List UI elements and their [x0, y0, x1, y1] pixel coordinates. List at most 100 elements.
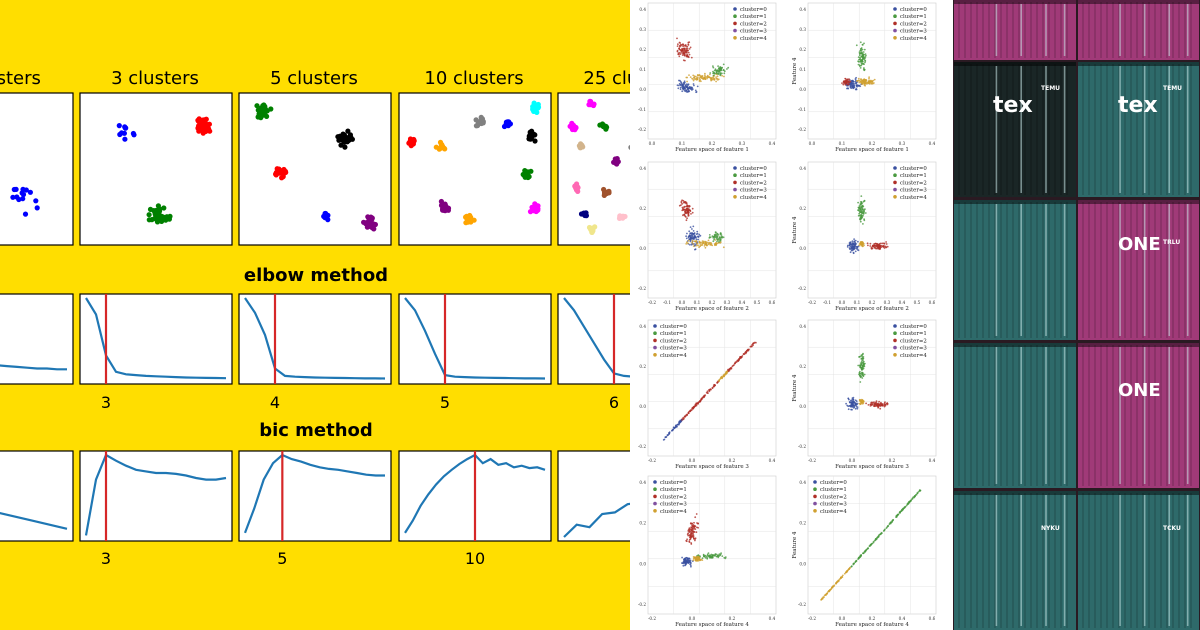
feature-point: [861, 43, 864, 46]
feature-point: [696, 74, 699, 77]
bic-method-title: bic method: [259, 420, 373, 441]
feature-point: [689, 76, 692, 78]
feature-point: [850, 405, 852, 408]
feature-point: [831, 586, 833, 589]
feature-point: [877, 403, 880, 406]
elbow-panel: [0, 293, 74, 385]
legend-label: cluster=0: [740, 166, 767, 172]
feature-point: [870, 247, 873, 250]
feature-y-tick: 0.4: [799, 480, 806, 485]
feature-point: [752, 342, 754, 345]
feature-point: [686, 80, 688, 83]
feature-point: [856, 80, 859, 82]
feature-point: [718, 236, 721, 239]
feature-point: [713, 238, 715, 241]
cluster-title: 5 clusters: [270, 68, 358, 89]
feature-point: [873, 403, 876, 405]
feature-point: [883, 242, 886, 245]
feature-x-tick: 0.0: [849, 458, 856, 463]
legend-label: cluster=0: [740, 7, 767, 13]
feature-point: [872, 82, 874, 85]
feature-y-tick: -0.2: [798, 286, 806, 291]
feature-point: [687, 87, 690, 90]
scatter-point: [20, 186, 26, 192]
legend-label: cluster=0: [660, 480, 687, 486]
scatter-point: [122, 125, 128, 131]
container-label: NYKU: [1041, 525, 1060, 532]
feature-point: [694, 236, 697, 239]
scatter-point: [606, 188, 612, 194]
legend-marker: [813, 494, 817, 499]
scatter-point: [582, 212, 589, 218]
scatter-point: [122, 136, 128, 142]
feature-point: [676, 84, 679, 87]
legend-marker: [893, 28, 897, 33]
feature-x-tick: 0.3: [739, 141, 746, 146]
feature-point: [681, 556, 683, 559]
scatter-point: [471, 217, 477, 223]
feature-point: [899, 512, 901, 514]
feature-point: [685, 89, 687, 92]
feature-point: [868, 77, 870, 80]
feature-y-tick: 0.4: [799, 7, 806, 12]
legend-label: cluster=1: [900, 173, 927, 179]
feature-point: [691, 241, 693, 244]
legend-label: cluster=3: [900, 188, 927, 194]
cluster-title: 3 clusters: [111, 68, 199, 89]
container-body: [954, 491, 1076, 630]
bic-curve: [563, 502, 630, 538]
cluster-title: 2 clusters: [0, 68, 41, 89]
scatter-point: [529, 134, 535, 140]
feature-point: [886, 245, 889, 248]
feature-scatter-panel: -0.2 0.0 0.2 0.4 0.4 0.2 0.0 -0.2 Feature space …: [638, 475, 777, 628]
elbow-k-label: 6: [609, 393, 619, 412]
feature-plot-frame: [647, 2, 777, 140]
scatter-panel: [557, 92, 630, 246]
bic-panel: [557, 450, 630, 542]
legend-label: cluster=1: [900, 14, 927, 20]
feature-point: [860, 200, 862, 203]
feature-x-tick: 0.2: [729, 458, 736, 463]
feature-point: [679, 42, 681, 44]
bic-plot-frame: [0, 450, 74, 542]
feature-y-label: Feature 4: [792, 531, 798, 558]
feature-point: [873, 404, 876, 407]
container: [954, 343, 1076, 488]
feature-point: [692, 79, 695, 82]
container-label: tex: [1118, 93, 1158, 118]
bic-plot-frame: [557, 450, 630, 542]
legend-marker: [653, 331, 657, 336]
feature-point: [719, 238, 722, 241]
scatter-point: [479, 120, 485, 126]
feature-point: [692, 535, 695, 538]
legend-marker: [653, 353, 657, 357]
scatter-point: [601, 190, 608, 196]
feature-point: [743, 353, 746, 356]
feature-point: [686, 533, 689, 536]
feature-y-tick: 0.0: [639, 561, 646, 566]
feature-point: [686, 538, 688, 541]
feature-point: [862, 51, 865, 53]
legend-label: cluster=0: [900, 166, 927, 172]
scatter-point: [342, 144, 348, 150]
feature-point: [685, 45, 687, 47]
feature-point: [682, 45, 684, 48]
feature-point: [694, 528, 697, 530]
feature-point: [858, 372, 861, 375]
scatter-point: [27, 189, 33, 195]
feature-point: [858, 355, 861, 358]
feature-point: [858, 58, 860, 61]
feature-point: [857, 557, 860, 560]
feature-point: [694, 405, 697, 407]
feature-point: [686, 217, 688, 220]
feature-point: [722, 63, 725, 66]
legend-label: cluster=3: [660, 502, 687, 508]
feature-point: [860, 363, 863, 366]
feature-point: [698, 79, 701, 82]
legend-marker: [893, 7, 897, 11]
feature-point: [685, 202, 687, 205]
feature-point: [851, 244, 853, 247]
feature-point: [687, 412, 690, 414]
feature-y-tick: 0.3: [799, 27, 806, 32]
feature-point: [864, 82, 866, 84]
